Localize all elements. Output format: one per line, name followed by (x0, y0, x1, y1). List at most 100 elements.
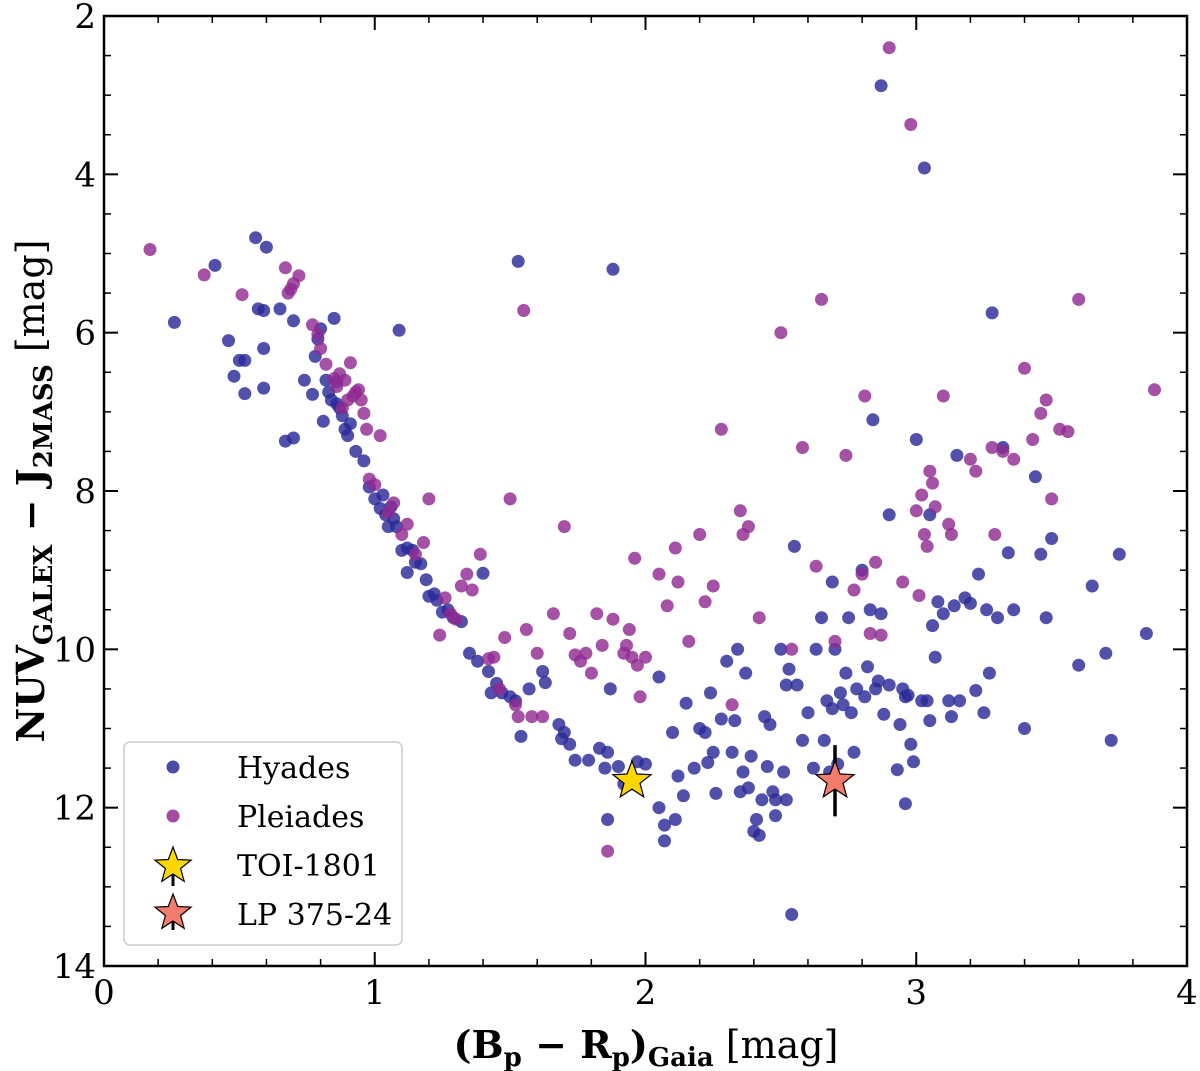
x-tick-label: 0 (93, 973, 115, 1013)
hyades-point (709, 786, 723, 800)
legend-label-pleiades: Pleiades (237, 800, 364, 835)
pleiades-point (400, 517, 414, 531)
hyades-point (801, 706, 815, 720)
hyades-point (1018, 722, 1031, 735)
legend-marker-hyades (166, 760, 180, 774)
data-points (143, 41, 1161, 921)
pleiades-point (311, 327, 325, 341)
pleiades-point (652, 567, 666, 581)
hyades-point (259, 240, 273, 254)
hyades-point (522, 682, 536, 696)
pleiades-point (381, 505, 395, 519)
hyades-point (611, 760, 625, 773)
hyades-point (836, 698, 850, 712)
hyades-point (514, 729, 528, 743)
pleiades-point (360, 422, 374, 436)
hyades-point (1112, 547, 1126, 561)
pleiades-point (923, 464, 937, 478)
x-label-sub1: p (504, 1043, 522, 1071)
hyades-point (671, 769, 685, 783)
pleiades-point (143, 243, 157, 256)
x-tick-label: 1 (364, 973, 386, 1013)
hyades-point (687, 761, 701, 775)
hyades-point (714, 712, 728, 726)
hyades-point (257, 304, 271, 317)
hyades-point (920, 694, 934, 708)
x-label-close: ) (630, 1022, 648, 1067)
pleiades-point (408, 547, 422, 561)
hyades-point (1039, 611, 1053, 625)
y-tick-label: 4 (74, 155, 96, 195)
pleiades-point (985, 441, 999, 454)
hyades-point (931, 595, 945, 609)
pleiades-point (639, 650, 652, 664)
pleiades-point (963, 452, 977, 466)
legend-marker-pleiades (166, 809, 180, 823)
pleiades-point (1061, 425, 1075, 439)
hyades-point (825, 575, 839, 589)
hyades-point (847, 745, 861, 759)
pleiades-point (633, 690, 647, 704)
pleiades-point (917, 528, 931, 541)
pleiades-point (944, 528, 958, 541)
hyades-point (874, 79, 888, 93)
pleiades-point (896, 575, 910, 589)
pleiades-point (809, 559, 823, 573)
hyades-point (817, 733, 831, 747)
hyades-point (306, 387, 319, 401)
pleiades-point (693, 528, 707, 541)
hyades-point (774, 642, 788, 656)
pleiades-point (671, 575, 685, 589)
hyades-point (779, 678, 793, 692)
hyades-point (863, 603, 877, 617)
pleiades-point (828, 634, 842, 648)
pleiades-point (557, 520, 571, 534)
pleiades-point (741, 520, 755, 534)
hyades-point (790, 678, 804, 692)
hyades-point (909, 433, 923, 446)
hyades-point (706, 745, 720, 759)
pleiades-point (855, 567, 869, 581)
hyades-point (923, 714, 937, 728)
hyades-point (744, 749, 758, 763)
hyades-point (779, 793, 793, 807)
hyades-point (316, 414, 330, 428)
pleiades-point (492, 682, 506, 696)
pleiades-point (352, 383, 365, 397)
pleiades-point (815, 292, 828, 306)
pleiades-point (660, 599, 674, 613)
hyades-point (238, 353, 252, 367)
hyades-point (1085, 579, 1099, 593)
hyades-point (476, 566, 490, 580)
pleiades-point (278, 261, 292, 275)
pleiades-point (752, 611, 766, 625)
hyades-point (538, 676, 552, 690)
hyades-point (639, 757, 652, 771)
pleiades-point (920, 539, 934, 553)
hyades-point (208, 258, 222, 272)
pleiades-point (460, 567, 474, 581)
hyades-point (349, 444, 363, 458)
pleiades-point (863, 627, 877, 640)
pleiades-point (1039, 393, 1053, 407)
pleiades-point (601, 844, 615, 858)
hyades-point (904, 737, 918, 751)
hyades-point (874, 607, 888, 621)
hyades-point (167, 315, 181, 329)
x-label-mid: − R (522, 1022, 612, 1067)
x-tick-label: 3 (905, 973, 927, 1013)
y-label-mid: − J (8, 468, 53, 544)
hyades-point (871, 674, 885, 688)
pleiades-point (912, 589, 926, 602)
hyades-point (750, 813, 763, 826)
pleiades-point (306, 318, 319, 332)
y-tick-label: 6 (74, 314, 96, 354)
x-tick-label: 4 (1176, 973, 1198, 1013)
hyades-point (907, 755, 920, 769)
hyades-point (982, 666, 996, 680)
pleiades-point (579, 646, 593, 660)
pleiades-point (511, 710, 525, 724)
pleiades-point (368, 478, 382, 492)
hyades-point (926, 619, 939, 633)
